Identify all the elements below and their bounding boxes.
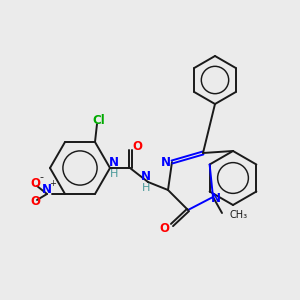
- Text: O: O: [159, 221, 169, 235]
- Text: H: H: [142, 183, 150, 193]
- Text: CH₃: CH₃: [230, 210, 248, 220]
- Text: O: O: [132, 140, 142, 154]
- Text: N: N: [161, 155, 171, 169]
- Text: -: -: [39, 172, 43, 182]
- Text: N: N: [141, 170, 151, 184]
- Text: +: +: [50, 179, 56, 188]
- Text: N: N: [211, 193, 221, 206]
- Text: Cl: Cl: [93, 113, 105, 127]
- Text: O: O: [30, 196, 40, 208]
- Text: N: N: [42, 184, 52, 196]
- Text: O: O: [30, 178, 40, 190]
- Text: H: H: [110, 169, 118, 179]
- Text: N: N: [109, 157, 119, 169]
